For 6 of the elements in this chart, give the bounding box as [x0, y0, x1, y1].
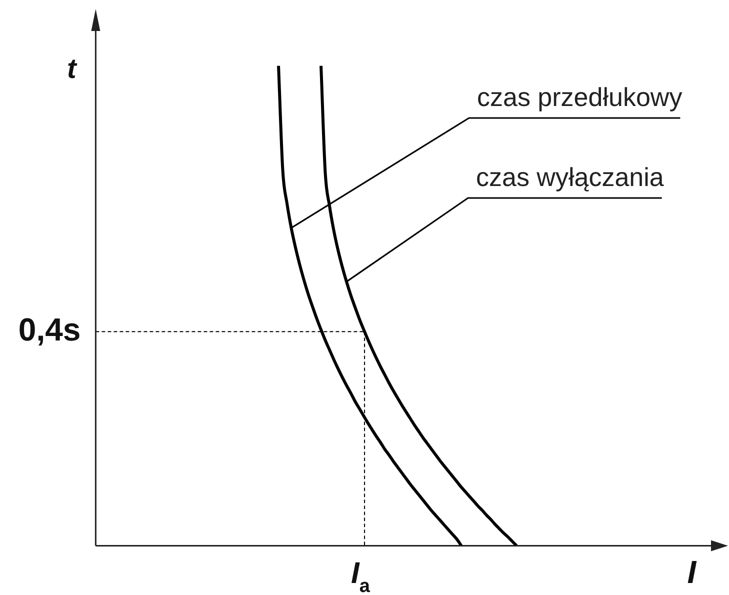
annotation: I$_{a}$ — [351, 556, 370, 595]
x-axis-title: I — [687, 554, 698, 590]
y-axis-title: t — [67, 53, 78, 84]
ref-line-label: 0,4s — [18, 311, 81, 348]
text: czas przedłukowy — [477, 82, 682, 112]
text: czas wyłączania — [476, 162, 664, 192]
